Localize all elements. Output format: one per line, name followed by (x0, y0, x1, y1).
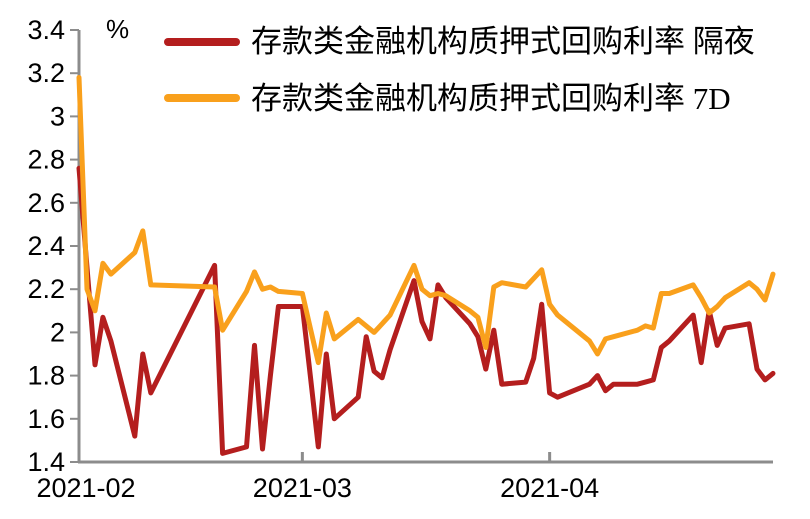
legend-line-overnight-icon (164, 37, 240, 46)
y-axis-tick-label: 1.8 (27, 361, 65, 391)
y-axis-tick-label: 1.6 (27, 404, 65, 434)
legend: 存款类金融机构质押式回购利率 隔夜 存款类金融机构质押式回购利率 7D (164, 24, 755, 116)
y-axis-tick-label: 3.4 (27, 15, 65, 45)
legend-item-7d: 存款类金融机构质押式回购利率 7D (164, 81, 755, 117)
y-axis-tick-label: 1.4 (27, 447, 65, 477)
y-axis-tick-label: 3.2 (27, 58, 65, 88)
legend-item-overnight: 存款类金融机构质押式回购利率 隔夜 (164, 24, 755, 60)
series-line-overnight (76, 165, 776, 456)
y-axis-tick-label: 3 (50, 101, 65, 131)
y-axis-tick-label: 2.4 (27, 231, 65, 261)
x-axis-tick-label: 2021-04 (500, 473, 599, 503)
series-line-7d (76, 75, 776, 366)
y-axis-tick-label: 2.6 (27, 188, 65, 218)
y-axis-tick-label: 2 (50, 317, 65, 347)
legend-line-7d-icon (164, 94, 240, 103)
y-axis-unit-label: % (106, 14, 130, 44)
legend-label-7d: 存款类金融机构质押式回购利率 7D (251, 80, 731, 116)
legend-label-overnight: 存款类金融机构质押式回购利率 隔夜 (251, 24, 755, 59)
y-axis-tick-label: 2.8 (27, 145, 65, 175)
x-axis-tick-label: 2021-03 (253, 473, 352, 503)
x-axis-tick-label: 2021-02 (36, 473, 135, 503)
y-axis-tick-label: 2.2 (27, 274, 65, 304)
